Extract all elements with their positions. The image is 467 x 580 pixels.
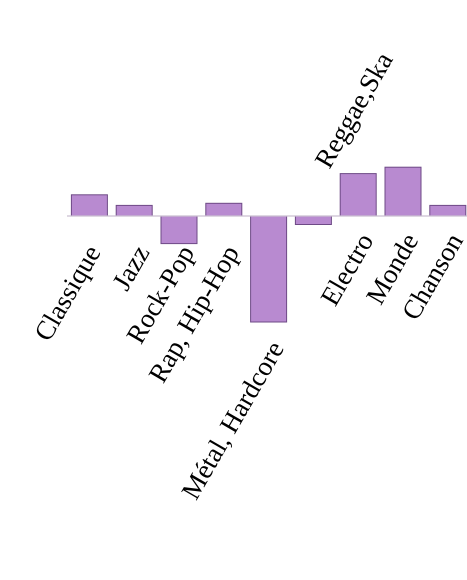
bar-1 [70,194,108,217]
category-label-6: Reggae,Ska [309,47,399,173]
bar-2 [115,204,153,217]
bars-group [70,166,467,323]
bar-4 [205,202,243,217]
bar-9 [429,204,467,217]
category-label-5: Métal, Hardcore [175,336,289,504]
bar-8 [384,166,422,217]
bar-5 [250,215,288,323]
category-label-1: Classique [28,240,106,346]
bar-3 [160,215,198,245]
bar-7 [339,173,377,217]
bar-6 [294,215,332,225]
